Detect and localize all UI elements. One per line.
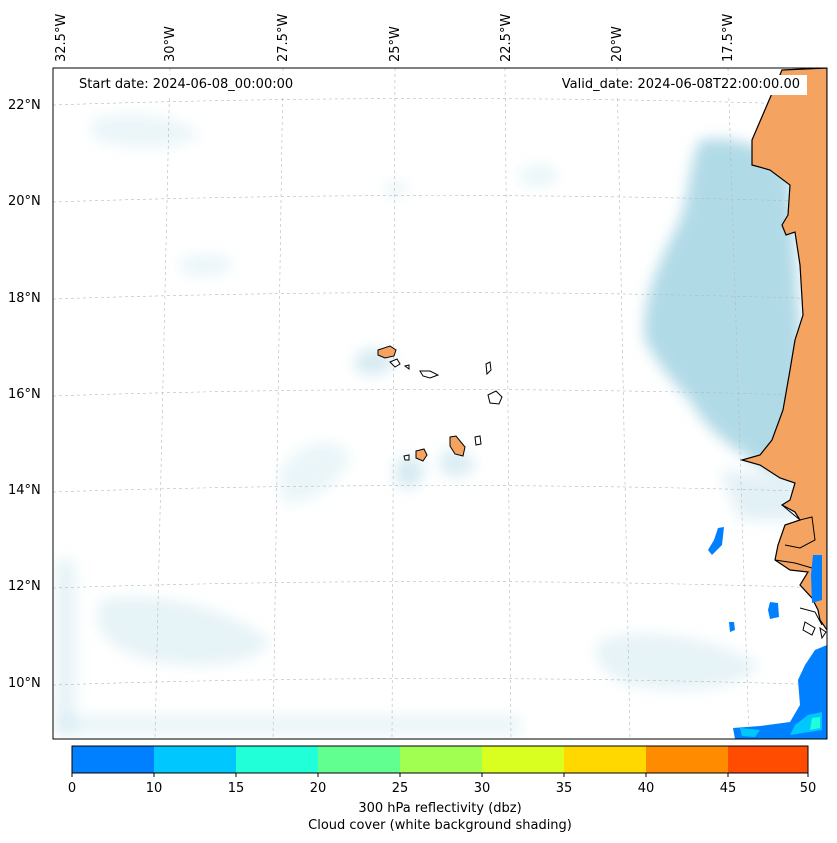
lat-label-18n: 18°N: [8, 291, 41, 306]
colorbar-segment-2: [236, 746, 318, 773]
colorbar-segment-0: [72, 746, 154, 773]
lon-label-27-5w: 27.5°W: [276, 13, 291, 62]
colorbar-tick-label: 15: [227, 781, 245, 796]
colorbar-tick-label: 25: [391, 781, 409, 796]
reflectivity-cell-2: [811, 555, 822, 603]
colorbar-tick-label: 10: [145, 781, 163, 796]
cloud-west-edge: [55, 560, 75, 735]
colorbar-segment-6: [564, 746, 646, 773]
island-maio: [474, 435, 482, 446]
lon-label-30w: 30°W: [163, 26, 178, 62]
colorbar-segment-3: [318, 746, 400, 773]
colorbar-label-cloud-cover: Cloud cover (white background shading): [308, 818, 572, 833]
island-santiago: [449, 435, 466, 457]
cloud-mid-streak: [180, 254, 233, 277]
colorbar-segment-5: [482, 746, 564, 773]
colorbar-segment-8: [728, 746, 808, 773]
reflectivity-cell-1: [708, 527, 724, 555]
island-santa-luzia: [403, 364, 410, 370]
guinea-bissau-islands: [802, 621, 827, 640]
colorbar-segment-7: [646, 746, 728, 773]
lat-label-12n: 12°N: [8, 579, 41, 594]
colorbar-tick-label: 50: [799, 781, 817, 796]
lon-label-17-5w: 17.5°W: [721, 13, 736, 62]
cloud-center-streak: [280, 441, 350, 503]
cloud-southeast-patch: [596, 634, 760, 690]
reflectivity-cell-8: [740, 728, 760, 737]
island-fogo: [415, 448, 428, 462]
start-date-label: Start date: 2024-06-08_00:00:00: [72, 75, 301, 95]
colorbar-tick-label: 20: [309, 781, 327, 796]
cloud-cover-layer: [55, 115, 810, 735]
reflectivity-cell-7: [810, 717, 820, 730]
colorbar-label-reflectivity: 300 hPa reflectivity (dbz): [358, 801, 522, 816]
lat-label-16n: 16°N: [8, 387, 41, 402]
colorbar-segment-1: [154, 746, 236, 773]
cloud-right-streak: [520, 164, 559, 187]
cape-verde-islands: [377, 345, 503, 462]
colorbar-tick-label: 35: [555, 781, 573, 796]
lon-label-22-5w: 22.5°W: [499, 13, 514, 62]
lat-label-10n: 10°N: [8, 676, 41, 691]
map-content: [53, 68, 827, 739]
island-brava: [403, 454, 410, 461]
cloud-south-band: [97, 597, 270, 665]
graticule: [53, 68, 827, 739]
cloud-band-southeast: [720, 470, 800, 520]
lon-label-32-5w: 32.5°W: [54, 13, 69, 62]
colorbar-tick-label: 45: [719, 781, 737, 796]
cloud-bottom-edge: [60, 715, 520, 735]
africa-coast-inner: [774, 504, 823, 626]
lon-label-20w: 20°W: [610, 26, 625, 62]
colorbar-ticks: [71, 773, 809, 777]
lat-label-20n: 20°N: [8, 194, 41, 209]
cloud-small-center: [385, 182, 408, 197]
colorbar-tick-label: 40: [637, 781, 655, 796]
island-sao-nicolau: [419, 370, 440, 379]
colorbar: [71, 745, 809, 777]
lat-label-14n: 14°N: [8, 483, 41, 498]
reflectivity-layer: [708, 527, 827, 739]
cloud-mass-east: [644, 139, 810, 475]
island-santo-antao: [377, 345, 397, 359]
reflectivity-cell-4: [729, 622, 735, 632]
island-boa-vista: [487, 390, 503, 405]
cloud-cape-verde-south-2: [440, 449, 475, 477]
lon-label-25w: 25°W: [388, 26, 403, 62]
colorbar-outline: [71, 745, 809, 774]
africa-landmass: [739, 68, 827, 632]
valid-date-label: Valid_date: 2024-06-08T22:00:00.00: [554, 75, 807, 95]
cloud-cape-verde-south: [395, 455, 425, 489]
cloud-north-patch: [90, 115, 200, 147]
colorbar-tick-label: 0: [67, 781, 77, 796]
island-sao-vicente: [389, 358, 401, 368]
reflectivity-cell-3: [768, 602, 779, 619]
island-sal: [485, 361, 492, 376]
colorbar-tick-label: 30: [473, 781, 491, 796]
colorbar-segment-4: [400, 746, 482, 773]
reflectivity-cell-5: [733, 645, 827, 739]
map-frame: [52, 67, 828, 740]
lat-label-22n: 22°N: [8, 98, 41, 113]
